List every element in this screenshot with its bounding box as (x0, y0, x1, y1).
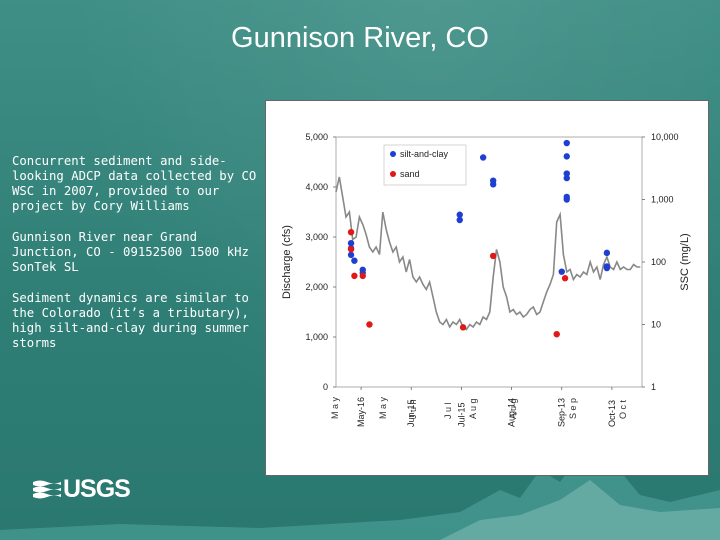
y2-tick-label: 1,000 (651, 195, 674, 205)
discharge-ssc-chart: 0 1,000 2,000 3,000 4,000 5,000 1 10 100 1,000 10,… (281, 132, 691, 427)
plot-area (335, 136, 643, 388)
y-tick-label: 3,000 (305, 232, 328, 242)
x-tick-label: Sep-13 (557, 398, 567, 427)
discharge-line (335, 176, 641, 331)
y2-tick-label: 10 (651, 320, 661, 330)
sand-point (347, 246, 355, 253)
silt-and-clay-point (563, 153, 570, 160)
silt-and-clay-point (603, 264, 611, 272)
sand-point (347, 228, 355, 236)
usgs-wave-icon (33, 480, 61, 499)
usgs-logo: USGS (33, 475, 131, 506)
y2-tick-label: 1 (651, 382, 656, 392)
x-tick-label: May-16 (356, 397, 366, 427)
silt-and-clay-point (558, 268, 565, 275)
y2-axis-title: SSC (mg/L) (679, 233, 691, 290)
sand-point (489, 252, 497, 260)
silt-and-clay-point (347, 251, 355, 259)
bullet-2: Gunnison River near Grand Junction, CO -… (12, 230, 249, 274)
sand-point (359, 272, 366, 280)
silt-and-clay-point (563, 196, 570, 203)
x-tick-label: Oct-13 (607, 400, 617, 427)
x-tick-label: Jun-15 (406, 399, 416, 427)
bullet-1: Concurrent sediment and side-looking ADC… (12, 154, 257, 213)
sand-point (351, 272, 358, 280)
x-tick-fragment: A u g (508, 398, 518, 419)
legend-label-silt-and-clay: silt-and-clay (400, 149, 449, 159)
x-tick-fragment: J u l (443, 402, 453, 419)
silt-and-clay-point (347, 239, 355, 247)
silt-and-clay-point (456, 211, 463, 218)
y2-tick-label: 100 (651, 257, 666, 267)
silt-and-clay-point (563, 174, 570, 182)
legend-box (383, 144, 467, 186)
x-tick-label: Jul-15 (456, 402, 466, 427)
legend-label-sand: sand (400, 169, 420, 179)
sand-point (366, 321, 373, 328)
x-tick-fragment: A u g (468, 398, 478, 419)
legend-swatch-silt-and-clay (390, 151, 396, 157)
y-tick-label: 4,000 (305, 182, 328, 192)
sand-point (459, 324, 467, 331)
y-axis-title: Discharge (cfs) (281, 225, 293, 299)
silt-and-clay-point (456, 216, 463, 224)
y2-tick-label: 10,000 (651, 132, 679, 142)
sand-point (553, 330, 560, 338)
x-tick-fragment: M a y (378, 396, 388, 419)
bullet-3: Sediment dynamics are similar to the Col… (12, 291, 249, 350)
y-tick-label: 0 (323, 382, 328, 392)
silt-and-clay-point (563, 170, 570, 177)
sand-point (561, 275, 569, 282)
slide-title: Gunnison River, CO (231, 22, 489, 54)
y-tick-label: 5,000 (305, 132, 328, 142)
silt-and-clay-point (351, 257, 358, 264)
bullet-list: Concurrent sediment and side-looking ADC… (12, 154, 267, 367)
x-tick-label: Aug-14 (507, 398, 517, 427)
x-tick-fragment: J u n (408, 399, 418, 419)
legend-swatch-sand (390, 171, 396, 177)
y-tick-label: 2,000 (305, 282, 328, 292)
chart-panel: 0 1,000 2,000 3,000 4,000 5,000 1 10 100 1,000 10,… (265, 100, 709, 476)
y-tick-label: 1,000 (305, 332, 328, 342)
silt-and-clay-point (563, 139, 570, 147)
x-tick-fragment: M a y (330, 396, 340, 419)
silt-and-clay-point (603, 249, 611, 257)
x-tick-fragment: O c t (618, 399, 628, 419)
x-tick-fragment: S e p (568, 398, 578, 419)
usgs-logo-text: USGS (63, 475, 131, 503)
silt-and-clay-point (489, 181, 497, 188)
silt-and-clay-point (479, 154, 487, 161)
